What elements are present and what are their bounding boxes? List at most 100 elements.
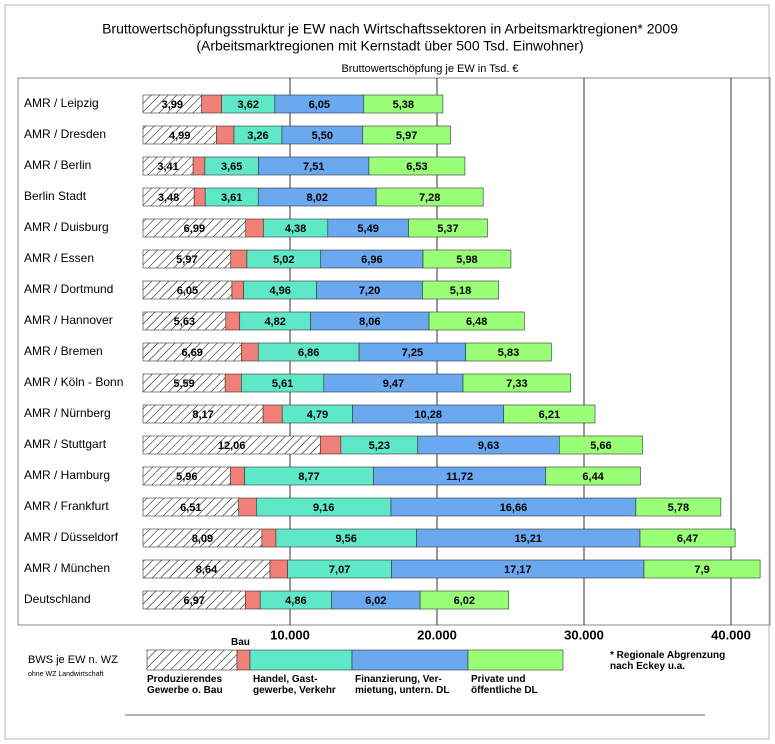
data-label: 6,48 xyxy=(466,316,487,328)
data-label: 4,79 xyxy=(307,409,328,421)
data-label: 8,64 xyxy=(196,564,218,576)
legend-label: Private und öffentliche DL xyxy=(471,674,538,696)
data-label: 4,38 xyxy=(285,223,306,235)
bar-segment xyxy=(230,249,248,269)
data-label: 4,82 xyxy=(264,316,285,328)
chart-subtitle: (Arbeitsmarktregionen mit Kernstadt über… xyxy=(196,38,583,54)
data-label: 4,99 xyxy=(169,130,190,142)
category-label: AMR / Bremen xyxy=(24,344,103,358)
data-label: 9,16 xyxy=(313,502,334,514)
data-label: 5,18 xyxy=(450,285,471,297)
data-label: 6,44 xyxy=(582,471,604,483)
category-label: AMR / Berlin xyxy=(24,158,91,172)
data-label: 16,66 xyxy=(500,502,528,514)
bar-segment xyxy=(262,404,283,424)
category-label: AMR / Duisburg xyxy=(24,220,109,234)
data-label: 4,96 xyxy=(269,285,290,297)
bar-segment xyxy=(639,528,736,548)
data-label: 6,05 xyxy=(309,99,330,111)
data-label: 7,9 xyxy=(694,564,709,576)
data-label: 6,97 xyxy=(184,595,205,607)
data-label: 9,47 xyxy=(383,378,404,390)
data-label: 3,65 xyxy=(221,161,242,173)
data-label: 3,26 xyxy=(247,130,268,142)
bar-segment xyxy=(201,94,222,114)
data-label: 5,23 xyxy=(369,440,390,452)
data-label: 5,37 xyxy=(437,223,458,235)
data-label: 6,47 xyxy=(677,533,698,545)
category-label: AMR / Hamburg xyxy=(24,468,110,482)
bar-segment xyxy=(231,280,244,300)
frame xyxy=(4,4,770,740)
x-tick-label: 40.000 xyxy=(711,627,751,642)
data-label: 12,06 xyxy=(218,440,246,452)
data-label: 7,20 xyxy=(359,285,380,297)
data-label: 6,05 xyxy=(177,285,198,297)
bar-segment xyxy=(269,559,288,579)
bar-segment xyxy=(193,187,206,207)
x-tick-label: 20.000 xyxy=(417,627,457,642)
axis-label: Bruttowertschöpfung je EW in Tsd. € xyxy=(341,63,518,75)
category-label: AMR / Düsseldorf xyxy=(24,530,119,544)
category-label: AMR / Köln - Bonn xyxy=(24,375,123,389)
data-label: 8,77 xyxy=(298,471,319,483)
bar-segment xyxy=(635,497,722,517)
category-label: AMR / Stuttgart xyxy=(24,437,107,451)
category-label: Berlin Stadt xyxy=(24,189,87,203)
category-label: AMR / Essen xyxy=(24,251,94,265)
data-label: 5,50 xyxy=(312,130,333,142)
bar-segment xyxy=(245,218,264,238)
chart-title: Bruttowertschöpfungsstruktur je EW nach … xyxy=(102,21,678,37)
legend-swatch xyxy=(351,649,469,671)
legend-label: Handel, Gast-gewerbe, Verkehr xyxy=(253,674,336,696)
x-tick-label: 10.000 xyxy=(270,627,310,642)
legend-label: Bau xyxy=(231,637,250,648)
category-label: AMR / Hannover xyxy=(24,313,113,327)
bar-segment xyxy=(245,590,261,610)
bar-segment xyxy=(216,125,235,145)
category-label: AMR / Nürnberg xyxy=(24,406,111,420)
bar-segment xyxy=(261,528,277,548)
data-label: 5,97 xyxy=(396,130,417,142)
bar-segment xyxy=(319,435,342,455)
data-label: 8,17 xyxy=(192,409,213,421)
legend-swatch xyxy=(467,649,564,671)
bar-segment xyxy=(363,94,444,114)
bar-segment xyxy=(422,280,499,300)
data-label: 9,56 xyxy=(335,533,356,545)
legend-swatch xyxy=(249,649,353,671)
bar-segment xyxy=(362,125,451,145)
data-label: 5,78 xyxy=(668,502,689,514)
category-label: AMR / Dortmund xyxy=(24,282,113,296)
data-label: 11,72 xyxy=(446,471,473,483)
bar-segment xyxy=(375,187,484,207)
data-label: 3,41 xyxy=(157,161,178,173)
data-label: 3,61 xyxy=(221,192,242,204)
data-label: 5,61 xyxy=(272,378,293,390)
bar-segment xyxy=(225,311,241,331)
data-label: 5,96 xyxy=(176,471,197,483)
data-label: 4,86 xyxy=(285,595,306,607)
bar-segment xyxy=(462,373,572,393)
legend-note: ohne WZ Landwirtschaft xyxy=(28,671,104,678)
bar-segment xyxy=(503,404,596,424)
bar-segment xyxy=(238,497,257,517)
bar-segment xyxy=(545,466,641,486)
data-label: 8,02 xyxy=(306,192,327,204)
data-label: 5,66 xyxy=(590,440,611,452)
data-label: 6,53 xyxy=(406,161,427,173)
data-label: 8,09 xyxy=(192,533,213,545)
data-label: 7,07 xyxy=(329,564,350,576)
data-label: 5,63 xyxy=(174,316,195,328)
data-label: 5,83 xyxy=(498,347,519,359)
data-label: 6,51 xyxy=(180,502,201,514)
bar-segment xyxy=(419,590,509,610)
bar-segment xyxy=(192,156,206,176)
category-label: AMR / Dresden xyxy=(24,127,106,141)
data-label: 6,86 xyxy=(298,347,319,359)
category-label: Deutschland xyxy=(24,592,91,606)
bar-segment xyxy=(465,342,552,362)
data-label: 5,38 xyxy=(393,99,414,111)
